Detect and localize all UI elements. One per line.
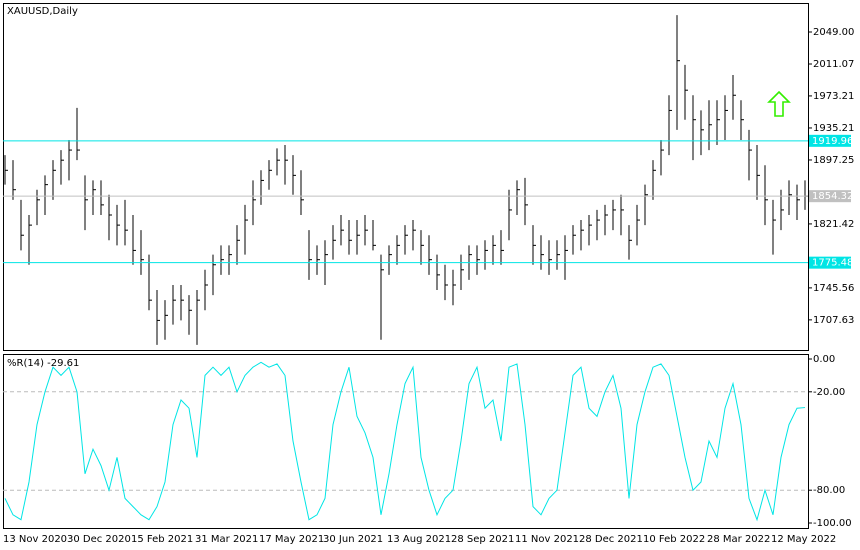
x-tick-label: 28 Mar 2022 <box>707 534 770 545</box>
y-tick-label: 0.00 <box>813 354 835 365</box>
y-tick-label: -100.00 <box>813 518 852 529</box>
x-tick-label: 31 Mar 2021 <box>195 534 258 545</box>
chart-title: XAUUSD,Daily <box>7 6 78 17</box>
y-tick-label: 2011.07 <box>813 59 854 70</box>
x-tick-label: 28 Sep 2021 <box>451 534 514 545</box>
price-label-box <box>809 134 851 147</box>
y-tick-label: 1821.42 <box>813 219 854 230</box>
price-label: 1854.32 <box>812 191 853 202</box>
price-label: 1775.48 <box>812 258 853 269</box>
price-panel-frame <box>3 3 809 351</box>
y-tick-label: 1745.56 <box>813 283 854 294</box>
y-tick-label: 2049.00 <box>813 27 854 38</box>
x-tick-label: 12 May 2022 <box>771 534 836 545</box>
y-tick-label: 1935.21 <box>813 123 854 134</box>
price-label-box <box>809 190 851 203</box>
price-label: 1919.96 <box>812 136 853 147</box>
up-arrow <box>767 90 791 117</box>
indicator-title: %R(14) -29.61 <box>7 358 79 369</box>
indicator-line <box>4 361 806 522</box>
x-tick-label: 28 Dec 2021 <box>579 534 643 545</box>
x-tick-label: 13 Nov 2020 <box>3 534 67 545</box>
y-tick-label: -20.00 <box>813 387 845 398</box>
x-tick-label: 15 Feb 2021 <box>131 534 193 545</box>
y-tick-label: -80.00 <box>813 485 845 496</box>
x-tick-label: 30 Dec 2020 <box>67 534 131 545</box>
y-tick-label: 1707.63 <box>813 315 854 326</box>
x-tick-label: 30 Jun 2021 <box>323 534 383 545</box>
x-tick-label: 11 Nov 2021 <box>515 534 579 545</box>
y-tick-label: 1973.21 <box>813 91 854 102</box>
price-label-box <box>809 256 851 269</box>
x-tick-label: 10 Feb 2022 <box>643 534 705 545</box>
x-tick-label: 13 Aug 2021 <box>387 534 451 545</box>
y-tick-label: 1897.25 <box>813 155 854 166</box>
x-tick-label: 17 May 2021 <box>259 534 324 545</box>
indicator-panel-frame <box>3 354 809 529</box>
